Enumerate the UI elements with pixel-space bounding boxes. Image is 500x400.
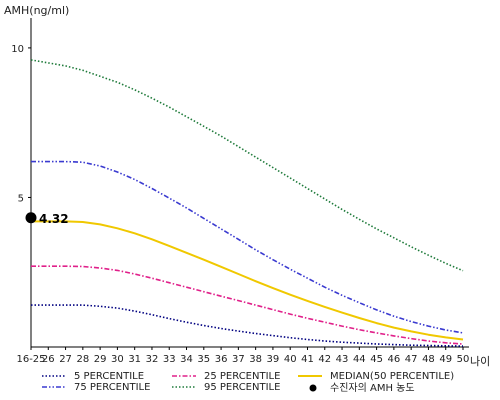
x-tick-label: 26	[42, 354, 55, 365]
x-tick-label: 47	[405, 354, 418, 365]
x-tick-label: 44	[353, 354, 366, 365]
series-line-25-percentile	[31, 265, 464, 345]
x-tick-label: 29	[94, 354, 107, 365]
x-tick-label: 46	[388, 354, 401, 365]
legend-label: MEDIAN(50 PERCENTILE)	[330, 371, 454, 382]
x-tick-label: 31	[128, 354, 141, 365]
x-tick-label: 28	[76, 354, 89, 365]
legend-marker-label: 수진자의 AMH 농도	[330, 382, 415, 394]
patient-amh-value-label: 4.32	[39, 212, 69, 226]
x-tick-label: 38	[249, 354, 262, 365]
x-tick-label: 35	[197, 354, 210, 365]
series-line-median-50-percentile-	[31, 220, 464, 341]
x-tick-label: 40	[284, 354, 297, 365]
x-tick-label: 43	[336, 354, 349, 365]
x-tick-label: 42	[318, 354, 331, 365]
x-tick-label: 33	[163, 354, 176, 365]
legend: 5 PERCENTILE 25 PERCENTILE MEDIAN(50 PERCE…	[42, 371, 454, 394]
x-tick-label: 45	[370, 354, 383, 365]
series-line-95-percentile	[30, 59, 464, 272]
x-tick-label: 16-25	[16, 354, 45, 365]
patient-amh-marker	[25, 212, 37, 224]
series-line-5-percentile	[31, 304, 464, 347]
x-tick-label: 49	[439, 354, 452, 365]
x-tick-label: 39	[267, 354, 280, 365]
x-tick-label: 50	[457, 354, 470, 365]
y-axis-title: AMH(ng/ml)	[4, 4, 69, 17]
legend-label: 5 PERCENTILE	[74, 371, 144, 382]
series-line-75-percentile	[31, 160, 464, 334]
x-tick-label: 37	[232, 354, 245, 365]
legend-label: 95 PERCENTILE	[204, 382, 280, 393]
legend-label: 25 PERCENTILE	[204, 371, 280, 382]
y-tick-label: 5	[18, 193, 24, 204]
x-tick-label: 36	[215, 354, 228, 365]
legend-label: 75 PERCENTILE	[74, 382, 150, 393]
legend-marker-swatch	[309, 384, 317, 392]
x-tick-label: 32	[146, 354, 159, 365]
x-tick-label: 34	[180, 354, 193, 365]
x-tick-label: 27	[59, 354, 72, 365]
x-axis-title: 나이	[470, 355, 490, 368]
x-tick-label: 48	[422, 354, 435, 365]
x-tick-label: 30	[111, 354, 124, 365]
x-tick-label: 41	[301, 354, 314, 365]
y-tick-label: 10	[11, 44, 24, 55]
